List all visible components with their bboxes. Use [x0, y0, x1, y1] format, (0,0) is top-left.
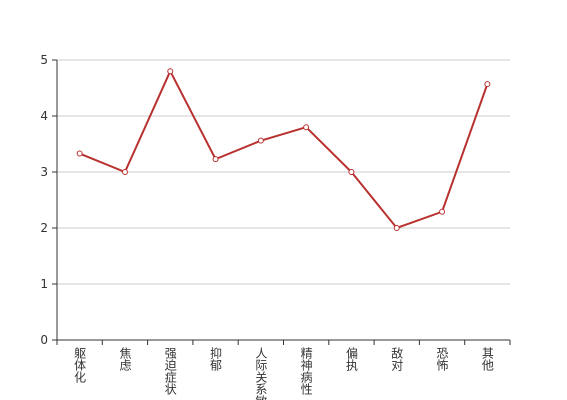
point [303, 124, 310, 131]
x-tick-label: 恐怖 [435, 347, 449, 371]
y-tick-label: 2 [40, 221, 48, 235]
x-tick-label: 其他 [480, 347, 494, 371]
y-tick-label: 0 [40, 333, 48, 347]
point [348, 169, 355, 175]
point [121, 169, 128, 175]
point [167, 68, 174, 75]
point [484, 81, 491, 88]
point [257, 137, 264, 144]
x-tick-label: 敌对 [390, 346, 404, 371]
point [439, 208, 446, 215]
x-tick-label: 精神病性 [299, 347, 313, 396]
x-tick-label: 偏执 [344, 346, 358, 372]
x-tick-label: 强迫症状 [163, 347, 177, 395]
y-tick-label: 5 [40, 53, 48, 67]
point [212, 156, 219, 163]
x-tick-label: 焦虑 [118, 347, 132, 371]
x-tick-label: 躯体化 [73, 346, 87, 384]
x-tick-label: 抑郁 [209, 346, 223, 372]
y-tick-label: 4 [40, 109, 48, 123]
x-tick-label: 人际关系敏感 [254, 347, 268, 400]
y-tick-label: 3 [40, 165, 48, 179]
line [79, 68, 489, 230]
point [393, 225, 400, 231]
point [76, 150, 83, 157]
y-tick-label: 1 [40, 277, 48, 291]
